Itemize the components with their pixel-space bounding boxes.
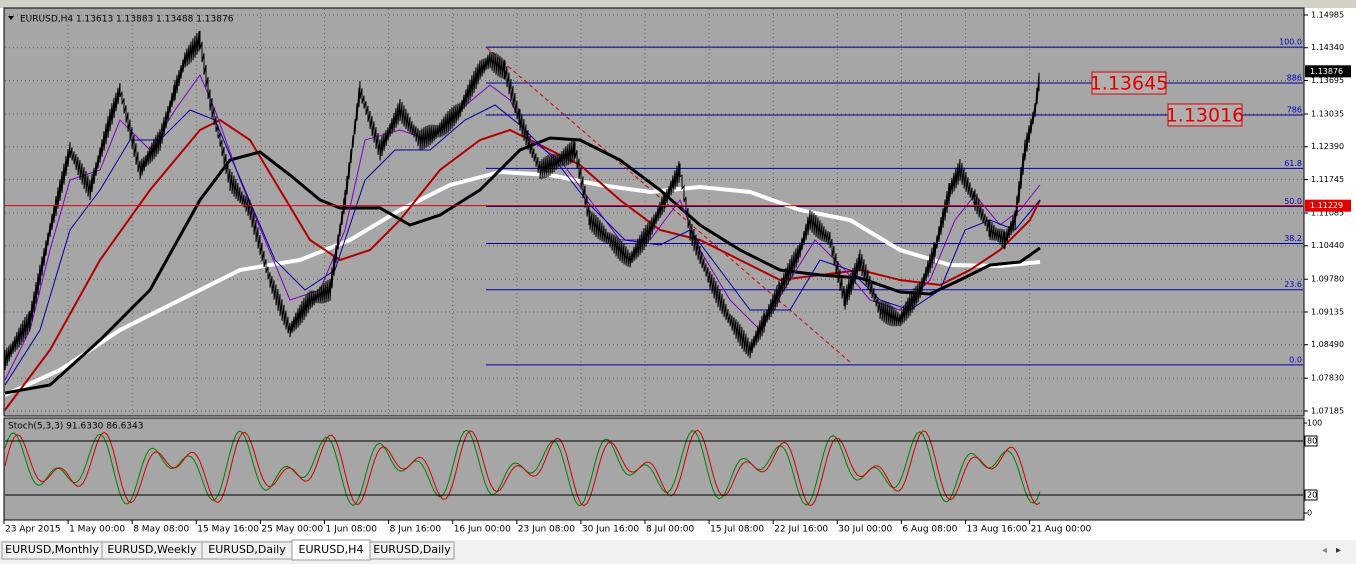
x-tick-label: 6 Aug 08:00 bbox=[902, 525, 957, 535]
tab-label[interactable]: EURUSD,Monthly bbox=[5, 543, 99, 556]
x-tick-label: 1 Jun 08:00 bbox=[326, 525, 378, 535]
fib-level-label: 0.0 bbox=[1289, 355, 1302, 364]
fib-level-label: 61.8 bbox=[1284, 159, 1302, 168]
tab-label[interactable]: EURUSD,Weekly bbox=[107, 543, 197, 556]
fib-level-label: 23.6 bbox=[1284, 280, 1302, 289]
fib-level-label: 38.2 bbox=[1284, 234, 1302, 243]
x-tick-label: 13 Aug 16:00 bbox=[967, 525, 1028, 535]
stochastic-tick-label: 20 bbox=[1307, 491, 1317, 500]
stochastic-level-box bbox=[1304, 435, 1318, 447]
y-tick-label: 1.07185 bbox=[1311, 406, 1344, 415]
x-tick-label: 30 Jun 16:00 bbox=[582, 525, 639, 535]
y-tick-label: 1.13035 bbox=[1311, 109, 1344, 118]
y-tick-label: 1.14340 bbox=[1311, 43, 1344, 52]
x-tick-label: 25 May 00:00 bbox=[261, 525, 323, 535]
stochastic-title: Stoch(5,3,3) 91.6330 86.6343 bbox=[8, 422, 143, 432]
price-bars bbox=[4, 30, 1040, 371]
y-tick-label: 1.14985 bbox=[1311, 11, 1344, 20]
price-panel bbox=[3, 7, 1305, 417]
stochastic-signal bbox=[4, 429, 1041, 507]
fib-level-label: 100.0 bbox=[1279, 38, 1302, 47]
callout-label: 1.13016 bbox=[1166, 104, 1245, 126]
x-tick-label: 21 Aug 00:00 bbox=[1031, 525, 1092, 535]
toolbar-strip bbox=[0, 0, 1356, 8]
y-tick-label: 1.11085 bbox=[1311, 208, 1344, 217]
current-price-box bbox=[1305, 65, 1351, 78]
tab-label[interactable]: EURUSD,Daily bbox=[208, 543, 286, 556]
tab-label[interactable]: EURUSD,H4 bbox=[299, 543, 364, 556]
callout-label: 1.13645 bbox=[1090, 73, 1169, 95]
moving-average-red bbox=[4, 118, 1041, 411]
symbol-info: EURUSD,H4 1.13613 1.13883 1.13488 1.1387… bbox=[20, 15, 234, 25]
x-tick-label: 23 Jun 08:00 bbox=[518, 525, 575, 535]
x-tick-label: 30 Jul 00:00 bbox=[838, 525, 892, 535]
x-tick-label: 8 May 08:00 bbox=[133, 525, 189, 535]
x-tick-label: 15 May 16:00 bbox=[197, 525, 259, 535]
fib-level-label: 50.0 bbox=[1284, 197, 1302, 206]
moving-average-black bbox=[4, 136, 1041, 395]
scroll-left[interactable]: ◂ bbox=[1322, 545, 1327, 556]
x-tick-label: 8 Jul 00:00 bbox=[646, 525, 695, 535]
current-price-label: 1.13876 bbox=[1310, 67, 1343, 76]
stochastic-level-box bbox=[1304, 489, 1318, 501]
tab-label[interactable]: EURUSD,Daily bbox=[373, 543, 451, 556]
x-tick-label: 15 Jul 08:00 bbox=[710, 525, 764, 535]
fib-level-label: 886 bbox=[1287, 74, 1302, 83]
line-price-label: 1.11229 bbox=[1310, 201, 1343, 210]
callout-box bbox=[1167, 103, 1243, 127]
y-tick-label: 1.07830 bbox=[1311, 374, 1344, 383]
tab[interactable] bbox=[369, 541, 455, 560]
x-tick-label: 22 Jul 16:00 bbox=[774, 525, 828, 535]
line-price-box bbox=[1305, 199, 1351, 212]
stochastic-tick-label: 80 bbox=[1307, 437, 1317, 446]
time-axis: 23 Apr 2015 1 May 00:00 8 May 08:00 15 May … bbox=[3, 520, 1092, 535]
tabs: EURUSD,Monthly EURUSD,Weekly EURUSD,Daily E… bbox=[1, 539, 455, 561]
x-tick-label: 8 Jun 16:00 bbox=[390, 525, 442, 535]
y-tick-label: 1.08490 bbox=[1311, 340, 1344, 349]
chart-menu-icon[interactable] bbox=[8, 16, 14, 20]
y-tick-label: 1.09780 bbox=[1311, 275, 1344, 284]
y-tick-label: 1.13695 bbox=[1311, 76, 1344, 85]
y-tick-label: 1.10440 bbox=[1311, 241, 1344, 250]
fib-level-label: 786 bbox=[1287, 105, 1302, 114]
stochastic-tick-label: 100 bbox=[1307, 419, 1322, 428]
x-tick-label: 1 May 00:00 bbox=[69, 525, 125, 535]
x-tick-label: 23 Apr 2015 bbox=[5, 525, 61, 535]
stochastic-panel bbox=[3, 417, 1305, 521]
y-tick-label: 1.11745 bbox=[1311, 175, 1344, 184]
scroll-right[interactable]: ▸ bbox=[1336, 545, 1341, 556]
stochastic-lines bbox=[4, 429, 1041, 507]
y-tick-label: 1.12390 bbox=[1311, 142, 1344, 151]
price-axis: 1.14985 1.14340 1.13695 1.13035 1.12390 1.117… bbox=[1304, 11, 1344, 415]
x-tick-label: 16 Jun 00:00 bbox=[454, 525, 511, 535]
stochastic-tick-label: 0 bbox=[1307, 509, 1312, 518]
y-tick-label: 1.09135 bbox=[1311, 307, 1344, 316]
callout-box bbox=[1091, 71, 1167, 95]
